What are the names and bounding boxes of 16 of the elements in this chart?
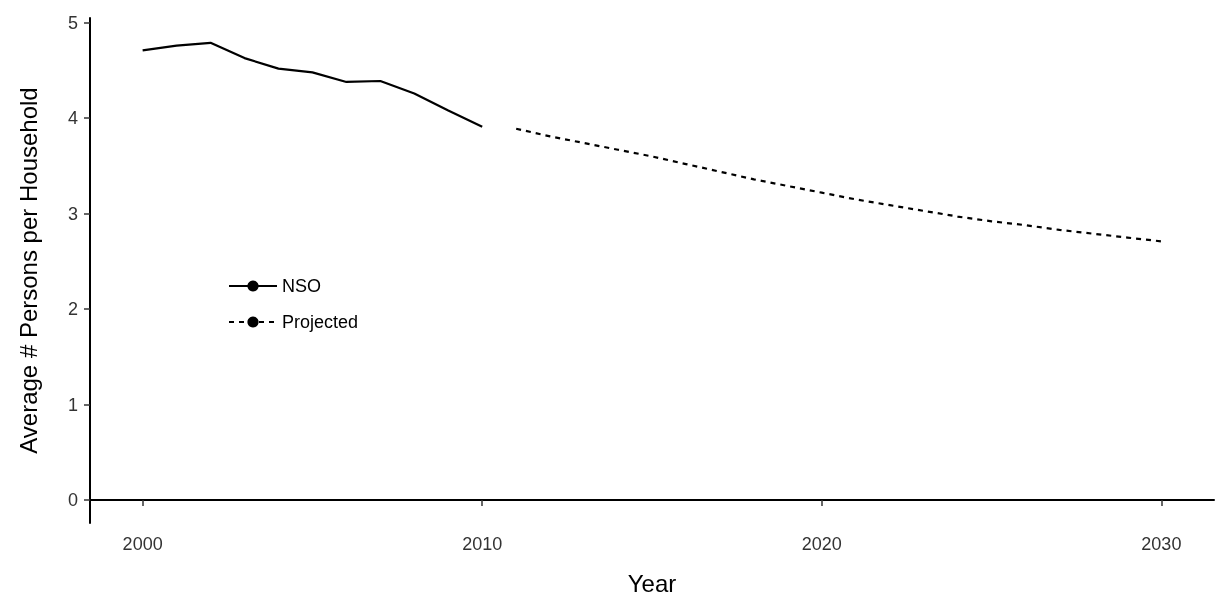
- legend-label: Projected: [282, 312, 359, 332]
- x-tick-label: 2010: [462, 534, 503, 554]
- x-tick-label: 2020: [801, 534, 842, 554]
- x-tick-label: 2000: [122, 534, 163, 554]
- x-tick-label: 2030: [1141, 534, 1182, 554]
- y-tick-label: 0: [67, 490, 78, 511]
- line-series: [141, 41, 484, 128]
- y-tick-label: 1: [67, 394, 78, 415]
- y-tick-label: 4: [67, 108, 78, 129]
- y-tick-label: 2: [67, 299, 78, 320]
- legend-label: NSO: [282, 276, 322, 296]
- line-series: [515, 127, 1163, 243]
- y-axis-title: Average # Persons per Household: [14, 87, 42, 454]
- y-tick-label: 5: [67, 12, 78, 33]
- x-axis-title: Year: [627, 569, 677, 597]
- y-tick-label: 3: [67, 203, 78, 224]
